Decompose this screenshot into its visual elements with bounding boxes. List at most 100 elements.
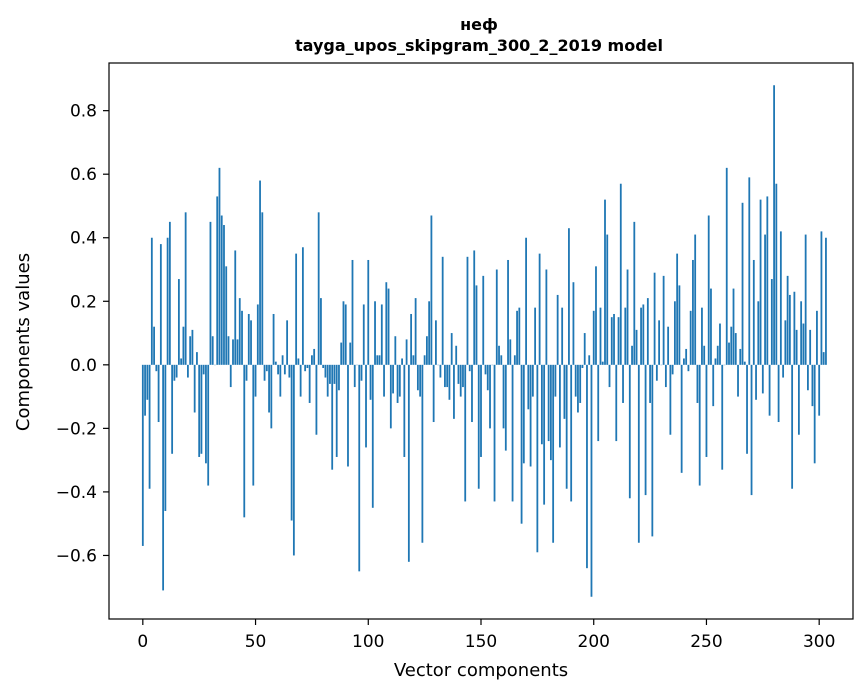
- bar-component-286: [786, 275, 789, 365]
- bar-component-142: [462, 364, 464, 388]
- bar-component-270: [750, 364, 753, 496]
- bar-component-206: [606, 234, 609, 365]
- bar-component-292: [800, 301, 803, 365]
- bar-component-203: [599, 307, 602, 365]
- bar-component-163: [509, 339, 512, 365]
- bar-component-174: [534, 307, 537, 365]
- bar-component-173: [531, 364, 534, 397]
- bar-component-189: [568, 228, 570, 365]
- bar-component-45: [243, 364, 246, 518]
- bar-component-67: [292, 364, 295, 556]
- x-tick-label-1: 50: [245, 632, 267, 652]
- bar-component-110: [389, 364, 392, 429]
- bar-component-279: [770, 279, 773, 365]
- bar-component-93: [351, 259, 354, 365]
- bar-component-255: [716, 345, 719, 365]
- bar-component-242: [687, 364, 690, 372]
- chart-title: неф: [460, 15, 498, 34]
- bar-component-26: [200, 364, 203, 454]
- bar-component-183: [554, 364, 557, 397]
- bar-component-14: [173, 364, 176, 381]
- bar-component-85: [333, 364, 336, 384]
- bar-component-245: [694, 234, 697, 365]
- bar-component-241: [685, 348, 688, 365]
- bar-component-62: [281, 355, 284, 365]
- bar-component-109: [387, 288, 390, 365]
- plot-frame: [108, 62, 854, 620]
- bar-component-236: [673, 301, 676, 365]
- x-tick-label-0: 0: [137, 632, 148, 652]
- bar-component-220: [637, 364, 640, 543]
- bar-component-115: [401, 358, 403, 365]
- bar-component-295: [807, 364, 809, 391]
- bar-component-190: [570, 364, 573, 502]
- bar-component-65: [288, 364, 291, 378]
- bar-component-256: [719, 323, 721, 365]
- bar-component-156: [493, 364, 496, 502]
- bar-component-197: [586, 364, 588, 569]
- bar-component-200: [592, 310, 595, 365]
- bar-component-69: [297, 358, 300, 365]
- bar-component-235: [671, 364, 674, 375]
- bar-component-144: [466, 256, 469, 365]
- bar-component-164: [511, 364, 514, 502]
- bar-component-41: [234, 250, 237, 365]
- bar-component-16: [177, 279, 180, 365]
- bar-component-252: [710, 288, 712, 365]
- bar-component-97: [360, 364, 363, 381]
- bar-component-143: [464, 364, 467, 502]
- bar-component-36: [223, 225, 225, 365]
- bar-component-207: [608, 364, 611, 388]
- bar-component-114: [398, 364, 401, 397]
- bar-component-72: [304, 364, 307, 372]
- bar-component-222: [642, 304, 645, 365]
- bar-component-35: [220, 215, 223, 365]
- bar-component-126: [425, 336, 428, 365]
- bar-component-96: [358, 364, 361, 572]
- bar-component-80: [322, 364, 325, 369]
- bar-component-20: [187, 364, 189, 378]
- bar-component-56: [268, 364, 270, 413]
- bar-component-46: [245, 364, 248, 381]
- x-tick-label-2: 100: [352, 632, 384, 652]
- bar-component-276: [764, 234, 766, 365]
- bar-component-167: [518, 307, 521, 365]
- bar-component-212: [619, 183, 622, 365]
- bar-component-57: [270, 364, 273, 429]
- bar-component-99: [365, 364, 367, 448]
- bar-component-108: [385, 282, 388, 365]
- bar-component-263: [734, 333, 737, 365]
- bar-component-91: [347, 364, 349, 467]
- x-axis-label: Vector components: [394, 660, 568, 681]
- bar-component-8: [159, 244, 162, 365]
- bar-component-128: [430, 215, 433, 365]
- y-tick-label-1: −0.4: [56, 483, 97, 503]
- bar-component-153: [486, 364, 489, 391]
- bar-component-159: [500, 355, 503, 365]
- bar-component-287: [788, 294, 791, 365]
- x-tick-label-5: 250: [690, 632, 722, 652]
- bar-component-224: [646, 298, 649, 365]
- bar-component-193: [577, 364, 579, 413]
- bar-component-51: [256, 304, 259, 365]
- bar-component-274: [759, 199, 762, 365]
- bar-component-233: [667, 326, 670, 365]
- bar-component-257: [721, 364, 724, 470]
- bar-component-231: [662, 275, 665, 365]
- bar-component-158: [498, 345, 500, 365]
- bar-component-88: [340, 342, 343, 365]
- y-axis: −0.6 −0.4 −0.2 0.0 0.2 0.4 0.6 0.8: [56, 102, 109, 566]
- bar-component-119: [410, 313, 413, 365]
- bar-component-285: [784, 320, 787, 365]
- bar-component-175: [536, 364, 539, 553]
- bar-component-162: [507, 259, 509, 365]
- bar-component-86: [335, 364, 338, 457]
- bar-component-3: [148, 364, 151, 489]
- bar-component-136: [448, 364, 451, 400]
- bar-component-139: [455, 345, 458, 365]
- bar-component-149: [477, 364, 480, 489]
- bar-component-229: [658, 320, 661, 365]
- bar-component-214: [624, 307, 627, 365]
- bar-component-12: [168, 221, 171, 365]
- bar-component-30: [209, 221, 212, 365]
